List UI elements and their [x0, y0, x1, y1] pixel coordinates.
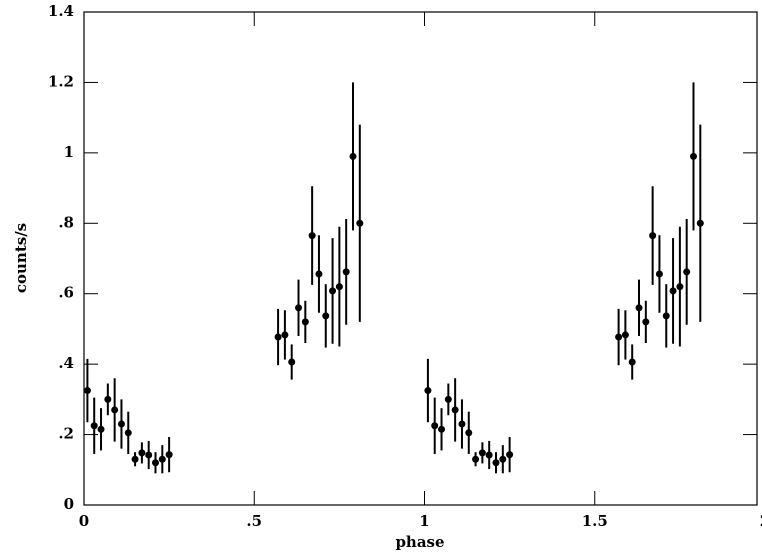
data-point: [111, 406, 119, 414]
data-point: [83, 387, 91, 395]
data-point: [635, 304, 643, 312]
x-tick-label: 2: [760, 512, 762, 530]
data-point: [451, 406, 459, 414]
data-point: [152, 459, 160, 467]
data-point: [288, 358, 296, 366]
data-point: [676, 283, 684, 291]
data-point: [165, 451, 173, 459]
data-point: [145, 451, 153, 459]
data-point: [615, 333, 623, 341]
data-point: [281, 331, 289, 339]
data-point: [124, 429, 132, 437]
y-tick-label: 1.2: [48, 72, 74, 90]
data-point: [295, 304, 303, 312]
data-point: [342, 268, 350, 276]
data-point: [506, 451, 514, 459]
y-axis-label: counts/s: [12, 223, 30, 293]
data-point: [669, 287, 677, 295]
x-axis-label: phase: [395, 533, 444, 551]
data-point: [349, 152, 357, 160]
data-point: [104, 395, 112, 403]
x-tick-label: 0: [79, 512, 89, 530]
data-point: [131, 455, 139, 463]
y-tick-label: 1.4: [48, 2, 74, 20]
data-point: [472, 455, 480, 463]
data-point: [696, 219, 704, 227]
data-point: [662, 312, 670, 320]
data-point: [621, 331, 629, 339]
data-point: [335, 283, 343, 291]
data-point: [431, 422, 439, 430]
data-point: [689, 152, 697, 160]
data-point: [478, 449, 486, 457]
x-tick-label: .5: [246, 512, 262, 530]
data-point: [138, 449, 146, 457]
data-point: [628, 358, 636, 366]
data-point: [683, 268, 691, 276]
y-tick-label: .8: [58, 213, 74, 231]
data-point: [315, 270, 323, 278]
data-point: [274, 333, 282, 341]
y-tick-label: .4: [58, 354, 74, 372]
data-point: [492, 459, 500, 467]
x-tick-label: 1: [419, 512, 429, 530]
x-tick-label: 1.5: [582, 512, 608, 530]
data-point: [158, 455, 166, 463]
data-point: [465, 429, 473, 437]
data-point: [97, 425, 105, 433]
y-tick-label: 1: [64, 143, 74, 161]
data-point: [322, 312, 330, 320]
data-point: [308, 232, 316, 240]
data-point: [444, 395, 452, 403]
y-tick-label: 0: [64, 495, 74, 513]
data-point: [356, 219, 364, 227]
y-tick-label: .2: [58, 425, 74, 443]
data-point: [642, 318, 650, 326]
data-point: [458, 420, 466, 428]
data-point: [499, 455, 507, 463]
data-point: [655, 270, 663, 278]
data-point: [424, 387, 432, 395]
data-point: [649, 232, 657, 240]
plot-frame: [83, 11, 758, 506]
data-point: [301, 318, 309, 326]
y-tick-label: .6: [58, 284, 74, 302]
data-point: [438, 425, 446, 433]
data-point: [485, 451, 493, 459]
data-point: [329, 287, 337, 295]
data-point: [117, 420, 125, 428]
data-point: [90, 422, 98, 430]
